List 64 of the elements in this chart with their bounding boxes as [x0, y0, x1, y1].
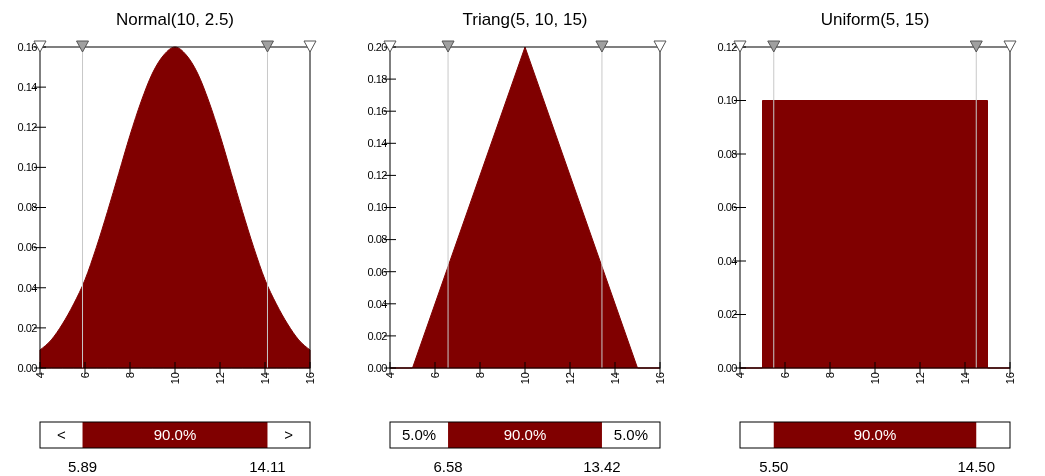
- x-tick-label: 13.42: [583, 458, 621, 476]
- x-tick-label: 16: [1003, 372, 1016, 385]
- x-tick-label: 10: [868, 372, 881, 385]
- y-tick-label: 0.12: [17, 121, 38, 134]
- annotation: 90.0%: [503, 426, 547, 444]
- x-tick-label: 14.11: [249, 458, 286, 476]
- y-tick-label: 0.08: [17, 201, 38, 214]
- y-tick-label: 0.14: [17, 80, 38, 93]
- y-tick-label: 0.02: [17, 321, 38, 334]
- x-tick-label: 10: [518, 372, 531, 385]
- x-tick-label: 12: [213, 372, 226, 385]
- y-tick-label: 0.02: [717, 308, 738, 321]
- y-tick-label: 0.08: [717, 147, 738, 160]
- y-tick-label: 0.12: [367, 169, 388, 182]
- y-tick-label: 0.06: [17, 241, 38, 254]
- y-tick-label: 0.06: [717, 201, 738, 214]
- x-tick-label: 12: [563, 372, 576, 385]
- annotation: 5.0%: [401, 426, 437, 444]
- y-tick-label: 0.00: [17, 361, 38, 374]
- x-tick-label: 8: [123, 372, 136, 379]
- x-tick-label: 5.50: [759, 458, 789, 476]
- x-tick-label: 6: [778, 372, 791, 379]
- annotation: 5.0%: [613, 426, 649, 444]
- x-tick-label: 10: [168, 372, 181, 385]
- x-tick-label: 6: [428, 372, 441, 379]
- y-tick-label: 0.08: [367, 233, 388, 246]
- x-tick-label: 8: [473, 372, 486, 379]
- y-tick-label: 0.04: [717, 254, 738, 267]
- y-tick-label: 0.16: [367, 105, 388, 118]
- x-tick-label: 5.89: [67, 458, 98, 476]
- x-tick-label: 4: [733, 372, 746, 379]
- x-tick-label: 14: [608, 372, 621, 385]
- y-tick-label: 0.00: [717, 361, 738, 374]
- y-tick-label: 0.18: [367, 72, 388, 85]
- x-tick-label: 14: [258, 372, 271, 385]
- chart-title: Normal(10, 2.5): [115, 10, 235, 29]
- y-tick-label: 0.04: [17, 281, 38, 294]
- y-tick-label: 0.10: [367, 201, 388, 214]
- x-tick-label: 14.50: [957, 458, 996, 476]
- y-tick-label: 0.12: [717, 40, 738, 53]
- x-tick-label: 16: [303, 372, 316, 385]
- y-tick-label: 0.14: [367, 137, 388, 150]
- annotation: >: [284, 426, 294, 444]
- x-tick-label: 8: [823, 372, 836, 379]
- chart-title: Triang(5, 10, 15): [462, 10, 588, 29]
- x-tick-label: 14: [958, 372, 971, 385]
- x-tick-label: 6.58: [433, 458, 463, 476]
- y-tick-label: 0.16: [17, 40, 38, 53]
- y-tick-label: 0.02: [367, 329, 388, 342]
- y-tick-label: 0.10: [717, 94, 738, 107]
- y-tick-label: 0.10: [17, 161, 38, 174]
- annotation: 90.0%: [853, 426, 897, 444]
- y-tick-label: 0.04: [367, 297, 388, 310]
- y-tick-label: 0.20: [367, 40, 388, 53]
- x-tick-label: 12: [913, 372, 926, 385]
- chart-title: Uniform(5, 15): [820, 10, 930, 29]
- x-tick-label: 4: [383, 372, 396, 379]
- y-tick-label: 0.06: [367, 265, 388, 278]
- y-tick-label: 0.00: [367, 361, 388, 374]
- x-tick-label: 4: [33, 372, 46, 379]
- x-tick-label: 6: [78, 372, 91, 379]
- annotation: 90.0%: [153, 426, 197, 444]
- annotation: <: [56, 426, 66, 444]
- x-tick-label: 16: [653, 372, 666, 385]
